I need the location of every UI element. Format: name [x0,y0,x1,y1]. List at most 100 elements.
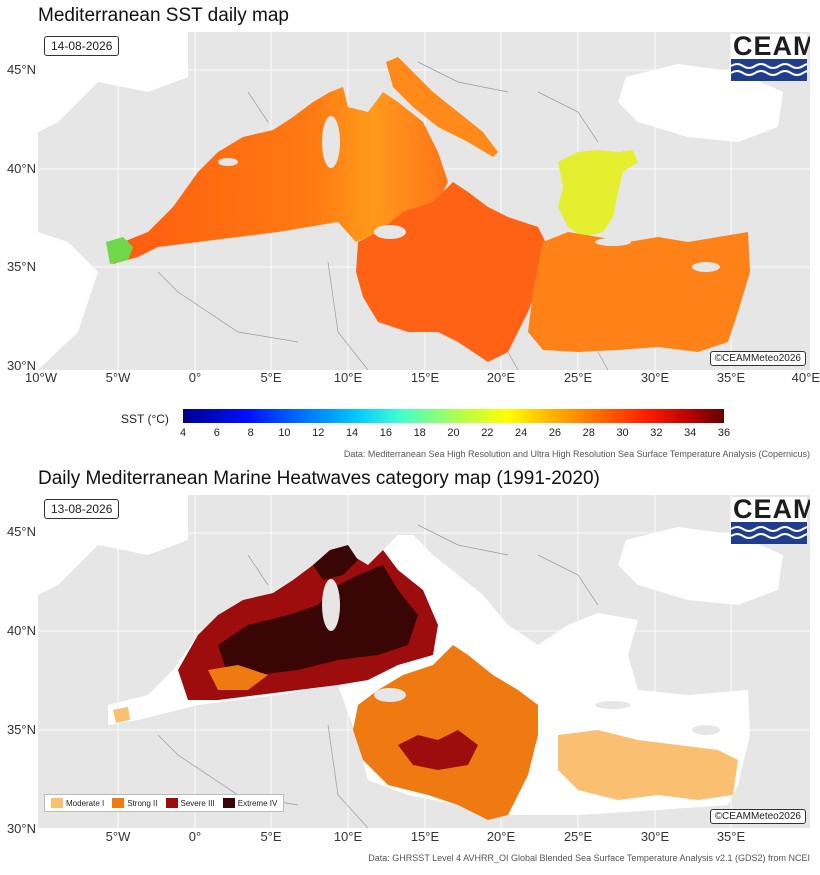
mhw-xtick: 20°E [486,829,516,844]
colorbar-tick: 22 [481,427,494,439]
sst-ytick: 45°N [6,62,36,77]
mhw-moderate-alboran [113,707,130,723]
sst-credit: ©CEAMMeteo2026 [709,351,806,366]
colorbar-tick: 12 [312,427,325,439]
sst-map-canvas [38,32,810,370]
sst-western-basin [108,87,448,264]
sst-ytick: 40°N [6,161,36,176]
sst-xtick: 30°E [640,370,670,385]
atlantic-ocean-south [38,232,98,370]
colorbar-tick: 24 [515,427,528,439]
black-sea [618,64,783,142]
mhw-xtick: 35°E [716,829,746,844]
sst-xtick: 15°E [410,370,440,385]
mhw-extreme-north [313,545,358,580]
colorbar-tick: 26 [548,427,562,439]
ceam-logo-text: CEAM [733,32,810,61]
sst-tyrrhenian-ionian [356,182,548,362]
legend-label: Moderate I [66,798,105,808]
mhw-source-note: Data: GHRSST Level 4 AVHRR_OI Global Ble… [368,853,810,863]
corsica-sardinia [322,579,340,631]
legend-item-extreme: Extreme IV [222,798,278,808]
mhw-date-badge: 13-08-2026 [44,499,120,519]
sicily [374,688,406,702]
mhw-xtick: 30°E [640,829,670,844]
colorbar-tick: 6 [213,427,220,439]
mhw-xtick: 5°E [260,829,282,844]
colorbar-tick: 4 [179,427,187,439]
atlantic-ocean [38,32,188,132]
sst-date-badge: 14-08-2026 [44,36,120,56]
colorbar-tick: 14 [345,427,359,439]
mhw-ytick: 30°N [6,821,36,836]
ceam-logo: CEAM [731,32,810,81]
sst-levantine [528,232,750,352]
sst-xtick: 40°E [791,370,820,385]
colorbar-tick: 16 [379,427,392,439]
ceam-wave-icon [731,59,807,81]
sst-xtick: 25°E [563,370,593,385]
sst-xtick: 0° [188,370,202,385]
mhw-strong-west-patch [208,665,268,690]
sicily [374,225,406,239]
legend-label: Extreme IV [237,798,278,808]
sst-adriatic [386,57,498,157]
mhw-map-title: Daily Mediterranean Marine Heatwaves cat… [38,468,600,489]
legend-swatch [51,798,63,808]
mhw-map-panel: 13-08-2026 CEAM Moderate I Strong II Sev… [38,495,810,828]
mhw-map-canvas [38,495,810,828]
colorbar-tick: 36 [717,427,731,439]
crete [595,701,631,709]
sst-colorbar [183,409,724,423]
sst-xtick: 35°E [716,370,746,385]
colorbar-tick: 34 [684,427,697,439]
mhw-xtick: 15°E [410,829,440,844]
mhw-moderate-levantine [558,730,738,800]
mhw-xtick: 0° [188,829,202,844]
sst-map-panel: 14-08-2026 CEAM ©CEAMMeteo2026 [38,32,810,370]
ceam-logo: CEAM [731,495,810,544]
sst-map-title: Mediterranean SST daily map [38,5,289,26]
legend-item-severe: Severe III [165,798,215,808]
colorbar-tick: 32 [650,427,663,439]
legend-swatch [112,798,125,808]
colorbar-tick: 18 [413,427,426,439]
atlantic-ocean [38,495,188,595]
sst-xtick: 10°E [333,370,363,385]
mhw-legend: Moderate I Strong II Severe III Extreme … [44,794,285,812]
sst-xtick: 10°W [25,370,57,385]
colorbar-tick: 28 [582,427,595,439]
mhw-xtick: 5°W [105,829,131,844]
mhw-strong-central [353,645,538,820]
colorbar-tick: 30 [616,427,629,439]
cyprus [692,725,720,735]
mhw-xtick: 10°E [333,829,363,844]
legend-label: Severe III [180,798,215,808]
legend-item-strong: Strong II [112,798,158,808]
legend-label: Strong II [127,798,158,808]
legend-item-moderate: Moderate I [51,798,104,808]
sst-xtick: 5°E [260,370,282,385]
mhw-ytick: 40°N [6,623,36,638]
mhw-severe-central [398,730,478,770]
colorbar-tick: 20 [447,427,460,439]
colorbar-tick: 10 [278,427,291,439]
sst-aegean [558,150,638,237]
black-sea [618,527,783,605]
mhw-credit: ©CEAMMeteo2026 [709,809,806,824]
sst-xtick: 20°E [486,370,516,385]
colorbar-tick: 8 [247,427,254,439]
legend-swatch [222,798,235,808]
sst-source-note: Data: Mediterranean Sea High Resolution … [343,449,810,459]
ceam-wave-icon [731,522,807,544]
ceam-logo-text: CEAM [733,495,810,524]
sst-ytick: 35°N [6,259,36,274]
sst-ytick: 30°N [6,358,36,373]
sst-alboran [106,237,133,264]
cyprus [692,262,720,272]
mhw-xtick: 25°E [563,829,593,844]
legend-swatch [165,798,178,808]
mhw-ytick: 35°N [6,722,36,737]
sst-xtick: 5°W [105,370,131,385]
corsica-sardinia [322,116,340,168]
